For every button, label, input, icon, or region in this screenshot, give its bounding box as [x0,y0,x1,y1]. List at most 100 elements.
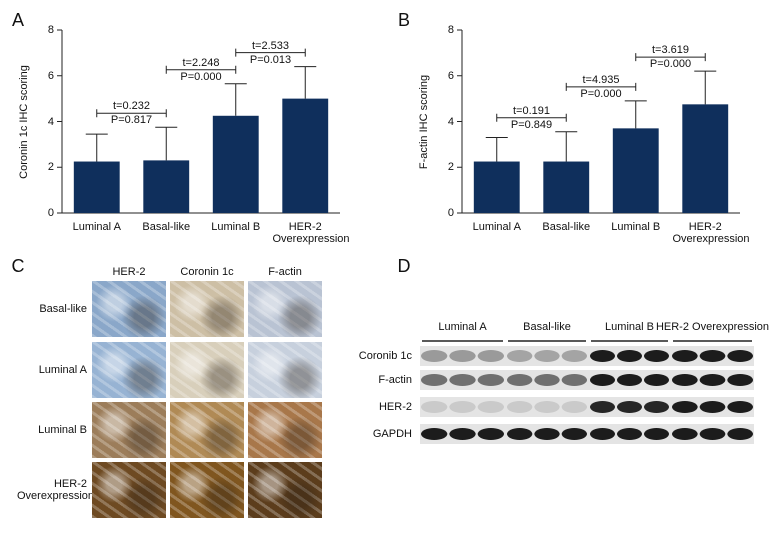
blot-band [617,374,642,386]
y-tick-label: 6 [447,69,454,82]
blot-band [421,350,448,362]
blot-band [477,350,505,362]
x-tick-label: HER-2 Overexpression [672,221,750,245]
blot-band [590,428,615,440]
error-bar [85,133,108,162]
y-tick-label: 8 [447,24,454,36]
panel-label: D [397,256,411,276]
bar [212,115,259,213]
bar [143,160,190,213]
t-statistic: t=0.191 [512,104,551,117]
blot-band [644,428,669,440]
ihc-column-label: HER-2 [112,266,146,278]
ihc-image [92,342,166,398]
y-tick-label: 8 [47,24,54,36]
y-tick-label: 6 [47,69,54,82]
y-axis-label: F-actin IHC scoring [418,74,430,169]
blot-group-label: HER-2 Overexpression [655,321,770,333]
ihc-image [248,402,322,458]
blot-band [534,428,560,440]
y-tick-label: 4 [447,115,454,128]
blot-band [727,350,754,362]
y-tick-label: 2 [47,161,54,174]
blot-band [507,401,533,413]
ihc-image [170,342,244,398]
blot-row-label: GAPDH [372,428,412,440]
blot-row-label: HER-2 [378,401,412,413]
ihc-image [170,462,244,518]
bar [282,98,329,213]
blot-band [699,428,726,440]
panel-label: C [11,256,25,276]
significance-bracket [165,65,237,74]
blot-band [590,401,615,413]
blot-band [421,374,448,386]
error-bar [694,70,717,105]
blot-band [699,350,726,362]
p-value: P=0.817 [110,114,153,127]
blot-band [477,428,505,440]
x-tick-label: Luminal B [211,221,261,233]
blot-band [449,350,476,362]
y-tick-label: 4 [47,115,54,128]
blot-band [727,428,754,440]
blot-band [617,350,642,362]
blot-row-label: F-actin [378,374,412,386]
blot-band [534,350,560,362]
blot-row-label: Coronib 1c [358,350,412,362]
blot-band [449,374,476,386]
significance-bracket [635,53,706,62]
blot-strip [420,346,754,366]
panel-label: A [11,10,25,30]
error-bar [555,131,578,162]
x-tick-label: Luminal B [611,221,661,233]
x-tick-label: Luminal A [472,221,521,233]
blot-band [644,374,669,386]
blot-band [672,374,698,386]
blot-group-label: Basal-like [523,321,571,333]
p-value: P=0.000 [649,58,692,71]
ihc-row-label: Luminal A [38,364,87,376]
blot-band [421,401,448,413]
blot-band [534,401,560,413]
ihc-image [92,462,166,518]
ihc-image [248,281,322,337]
blot-strip [420,370,754,390]
y-tick-label: 2 [447,161,454,174]
ihc-column-label: Coronin 1c [180,266,234,278]
t-statistic: t=4.935 [582,73,620,86]
blot-band [617,401,642,413]
x-tick-label: Luminal A [72,221,121,233]
x-tick-label: HER-2 Overexpression [272,221,350,245]
significance-bracket [496,113,567,122]
bar [73,161,120,213]
ihc-row-label: HER-2 Overexpression [17,478,95,502]
blot-band [672,428,698,440]
ihc-image [248,342,322,398]
blot-band [590,374,615,386]
bar [543,161,590,213]
blot-strip [420,397,754,417]
blot-band [699,374,726,386]
ihc-image [92,281,166,337]
blot-band [644,350,669,362]
blot-band [590,350,615,362]
p-value: P=0.849 [510,118,553,131]
blot-band [561,428,587,440]
y-tick-label: 0 [447,207,454,219]
t-statistic: t=2.533 [251,39,290,52]
blot-band [421,428,448,440]
blot-band [507,428,533,440]
blot-band [561,401,587,413]
blot-band [477,401,505,413]
t-statistic: t=0.232 [112,100,151,113]
error-bar [224,83,247,116]
blot-band [449,428,476,440]
blot-band [644,401,669,413]
blot-group-label: Luminal A [438,321,487,333]
blot-band [507,374,533,386]
blot-band [672,401,698,413]
significance-bracket [565,82,637,91]
blot-band [561,350,587,362]
blot-strip [420,424,754,444]
